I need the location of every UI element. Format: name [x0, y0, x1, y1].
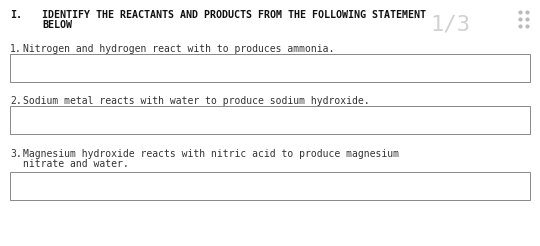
- Text: nitrate and water.: nitrate and water.: [23, 159, 129, 169]
- FancyBboxPatch shape: [10, 54, 530, 82]
- Text: I.: I.: [10, 10, 22, 20]
- FancyBboxPatch shape: [10, 106, 530, 134]
- Text: BELOW: BELOW: [42, 20, 72, 30]
- Text: 2.: 2.: [10, 96, 22, 106]
- FancyBboxPatch shape: [10, 172, 530, 200]
- Text: 1.: 1.: [10, 44, 22, 54]
- Text: Sodium metal reacts with water to produce sodium hydroxide.: Sodium metal reacts with water to produc…: [23, 96, 369, 106]
- Text: Magnesium hydroxide reacts with nitric acid to produce magnesium: Magnesium hydroxide reacts with nitric a…: [23, 149, 399, 159]
- Text: IDENTIFY THE REACTANTS AND PRODUCTS FROM THE FOLLOWING STATEMENT: IDENTIFY THE REACTANTS AND PRODUCTS FROM…: [42, 10, 426, 20]
- Text: Nitrogen and hydrogen react with to produces ammonia.: Nitrogen and hydrogen react with to prod…: [23, 44, 334, 54]
- Text: 1/3: 1/3: [430, 14, 470, 34]
- Text: 3.: 3.: [10, 149, 22, 159]
